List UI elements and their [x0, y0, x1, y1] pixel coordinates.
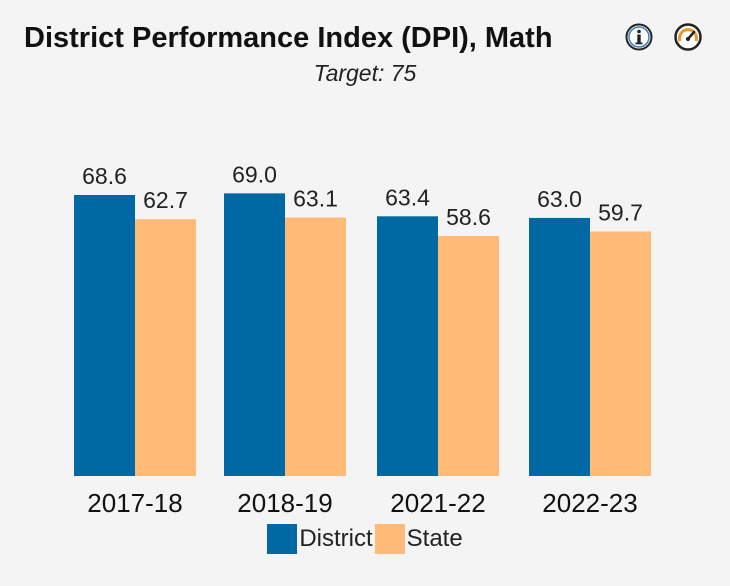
data-label-state-2022-23: 59.7: [598, 199, 643, 225]
bar-district-2021-22[interactable]: [377, 216, 438, 476]
data-label-district-2022-23: 63.0: [537, 186, 582, 212]
bar-state-2017-18[interactable]: [135, 219, 196, 476]
bar-state-2022-23[interactable]: [590, 231, 651, 476]
x-tick-label-2018-19: 2018-19: [237, 488, 332, 518]
x-tick-label-2017-18: 2017-18: [87, 488, 182, 518]
x-tick-label-2022-23: 2022-23: [542, 488, 637, 518]
bar-district-2022-23[interactable]: [529, 217, 590, 476]
data-label-district-2018-19: 69.0: [232, 161, 277, 187]
bar-district-2018-19[interactable]: [224, 193, 285, 476]
chart-legend: District State: [0, 524, 730, 554]
legend-item-district[interactable]: District: [267, 524, 373, 554]
data-label-district-2017-18: 68.6: [82, 163, 127, 189]
legend-swatch-state: [374, 524, 405, 554]
data-label-state-2017-18: 62.7: [143, 187, 188, 213]
x-tick-label-2021-22: 2021-22: [390, 488, 485, 518]
data-label-state-2018-19: 63.1: [293, 186, 338, 212]
info-icon[interactable]: [624, 22, 654, 52]
gauge-icon[interactable]: [673, 22, 703, 52]
legend-item-state[interactable]: State: [374, 524, 463, 554]
bar-state-2018-19[interactable]: [285, 217, 346, 476]
data-label-state-2021-22: 58.6: [446, 204, 491, 230]
legend-label-state: State: [406, 525, 463, 552]
bar-district-2017-18[interactable]: [74, 195, 135, 476]
legend-swatch-district: [267, 524, 298, 554]
chart-subtitle: Target: 75: [313, 60, 417, 86]
chart-title: District Performance Index (DPI), Math: [24, 22, 553, 54]
chart-header: District Performance Index (DPI), Math: [0, 18, 730, 62]
data-label-district-2021-22: 63.4: [385, 184, 430, 210]
legend-label-district: District: [299, 525, 373, 552]
bar-state-2021-22[interactable]: [438, 235, 499, 476]
